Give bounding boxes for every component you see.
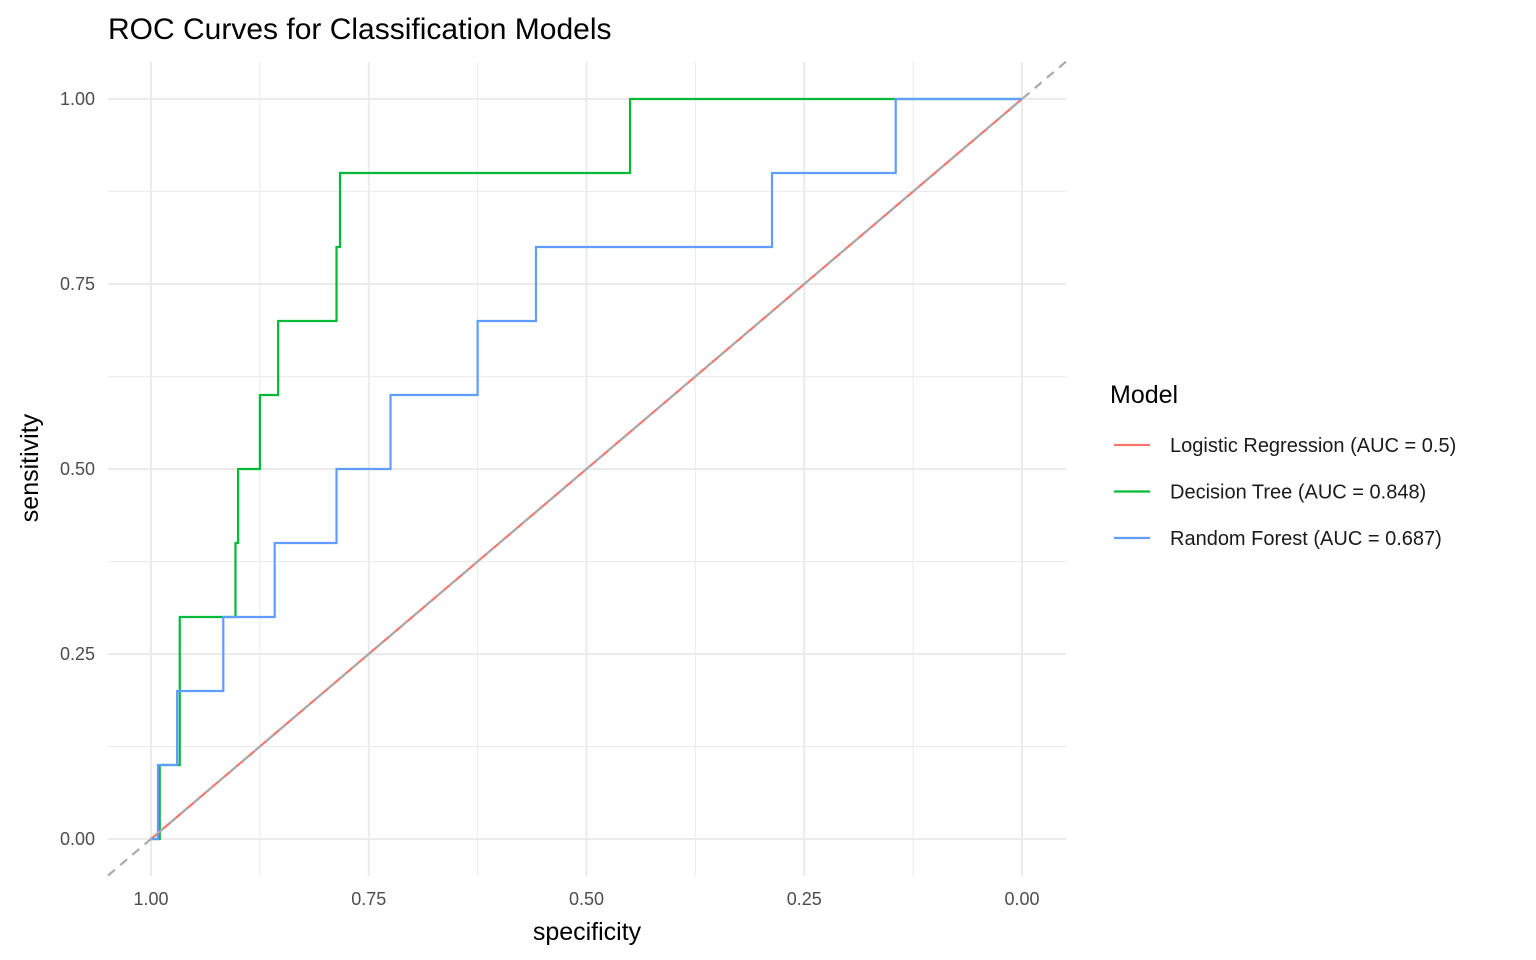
chart-title: ROC Curves for Classification Models [108, 13, 611, 46]
y-tick-label: 1.00 [60, 89, 95, 109]
x-tick-label: 0.25 [787, 889, 822, 909]
grid [108, 62, 1066, 876]
legend-label: Decision Tree (AUC = 0.848) [1170, 482, 1426, 504]
reference-diagonal-line [107, 60, 1067, 877]
legend-item: Decision Tree (AUC = 0.848) [1114, 482, 1426, 504]
x-tick-label: 0.00 [1004, 889, 1039, 909]
legend-item: Random Forest (AUC = 0.687) [1114, 528, 1442, 550]
axis-ticks: 1.00 0.75 0.50 0.25 0.00 0.00 0.25 0.50 0.75 1.00 [60, 89, 1040, 909]
y-tick-label: 0.50 [60, 459, 95, 479]
x-axis-title: specificity [533, 918, 642, 946]
legend: Model Logistic Regression (AUC = 0.5) Dec… [1110, 381, 1456, 550]
legend-item: Logistic Regression (AUC = 0.5) [1114, 435, 1456, 457]
y-axis-title: sensitivity [16, 413, 44, 522]
series-line-3 [151, 97, 1022, 841]
x-tick-label: 0.75 [351, 889, 386, 909]
x-tick-label: 0.50 [569, 889, 604, 909]
legend-label: Random Forest (AUC = 0.687) [1170, 528, 1442, 550]
legend-items: Logistic Regression (AUC = 0.5) Decision … [1114, 435, 1456, 550]
x-tick-label: 1.00 [133, 889, 168, 909]
y-tick-label: 0.00 [60, 829, 95, 849]
reference-diagonal [107, 60, 1067, 877]
legend-label: Logistic Regression (AUC = 0.5) [1170, 435, 1456, 457]
y-tick-label: 0.25 [60, 644, 95, 664]
y-tick-label: 0.75 [60, 274, 95, 294]
series-line-2 [151, 97, 1022, 841]
legend-title: Model [1110, 381, 1178, 409]
